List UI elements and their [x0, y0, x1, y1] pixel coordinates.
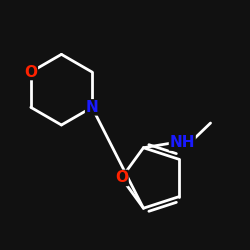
Text: O: O	[24, 64, 37, 80]
Text: O: O	[115, 170, 128, 186]
Text: N: N	[86, 100, 98, 115]
Text: NH: NH	[170, 135, 195, 150]
